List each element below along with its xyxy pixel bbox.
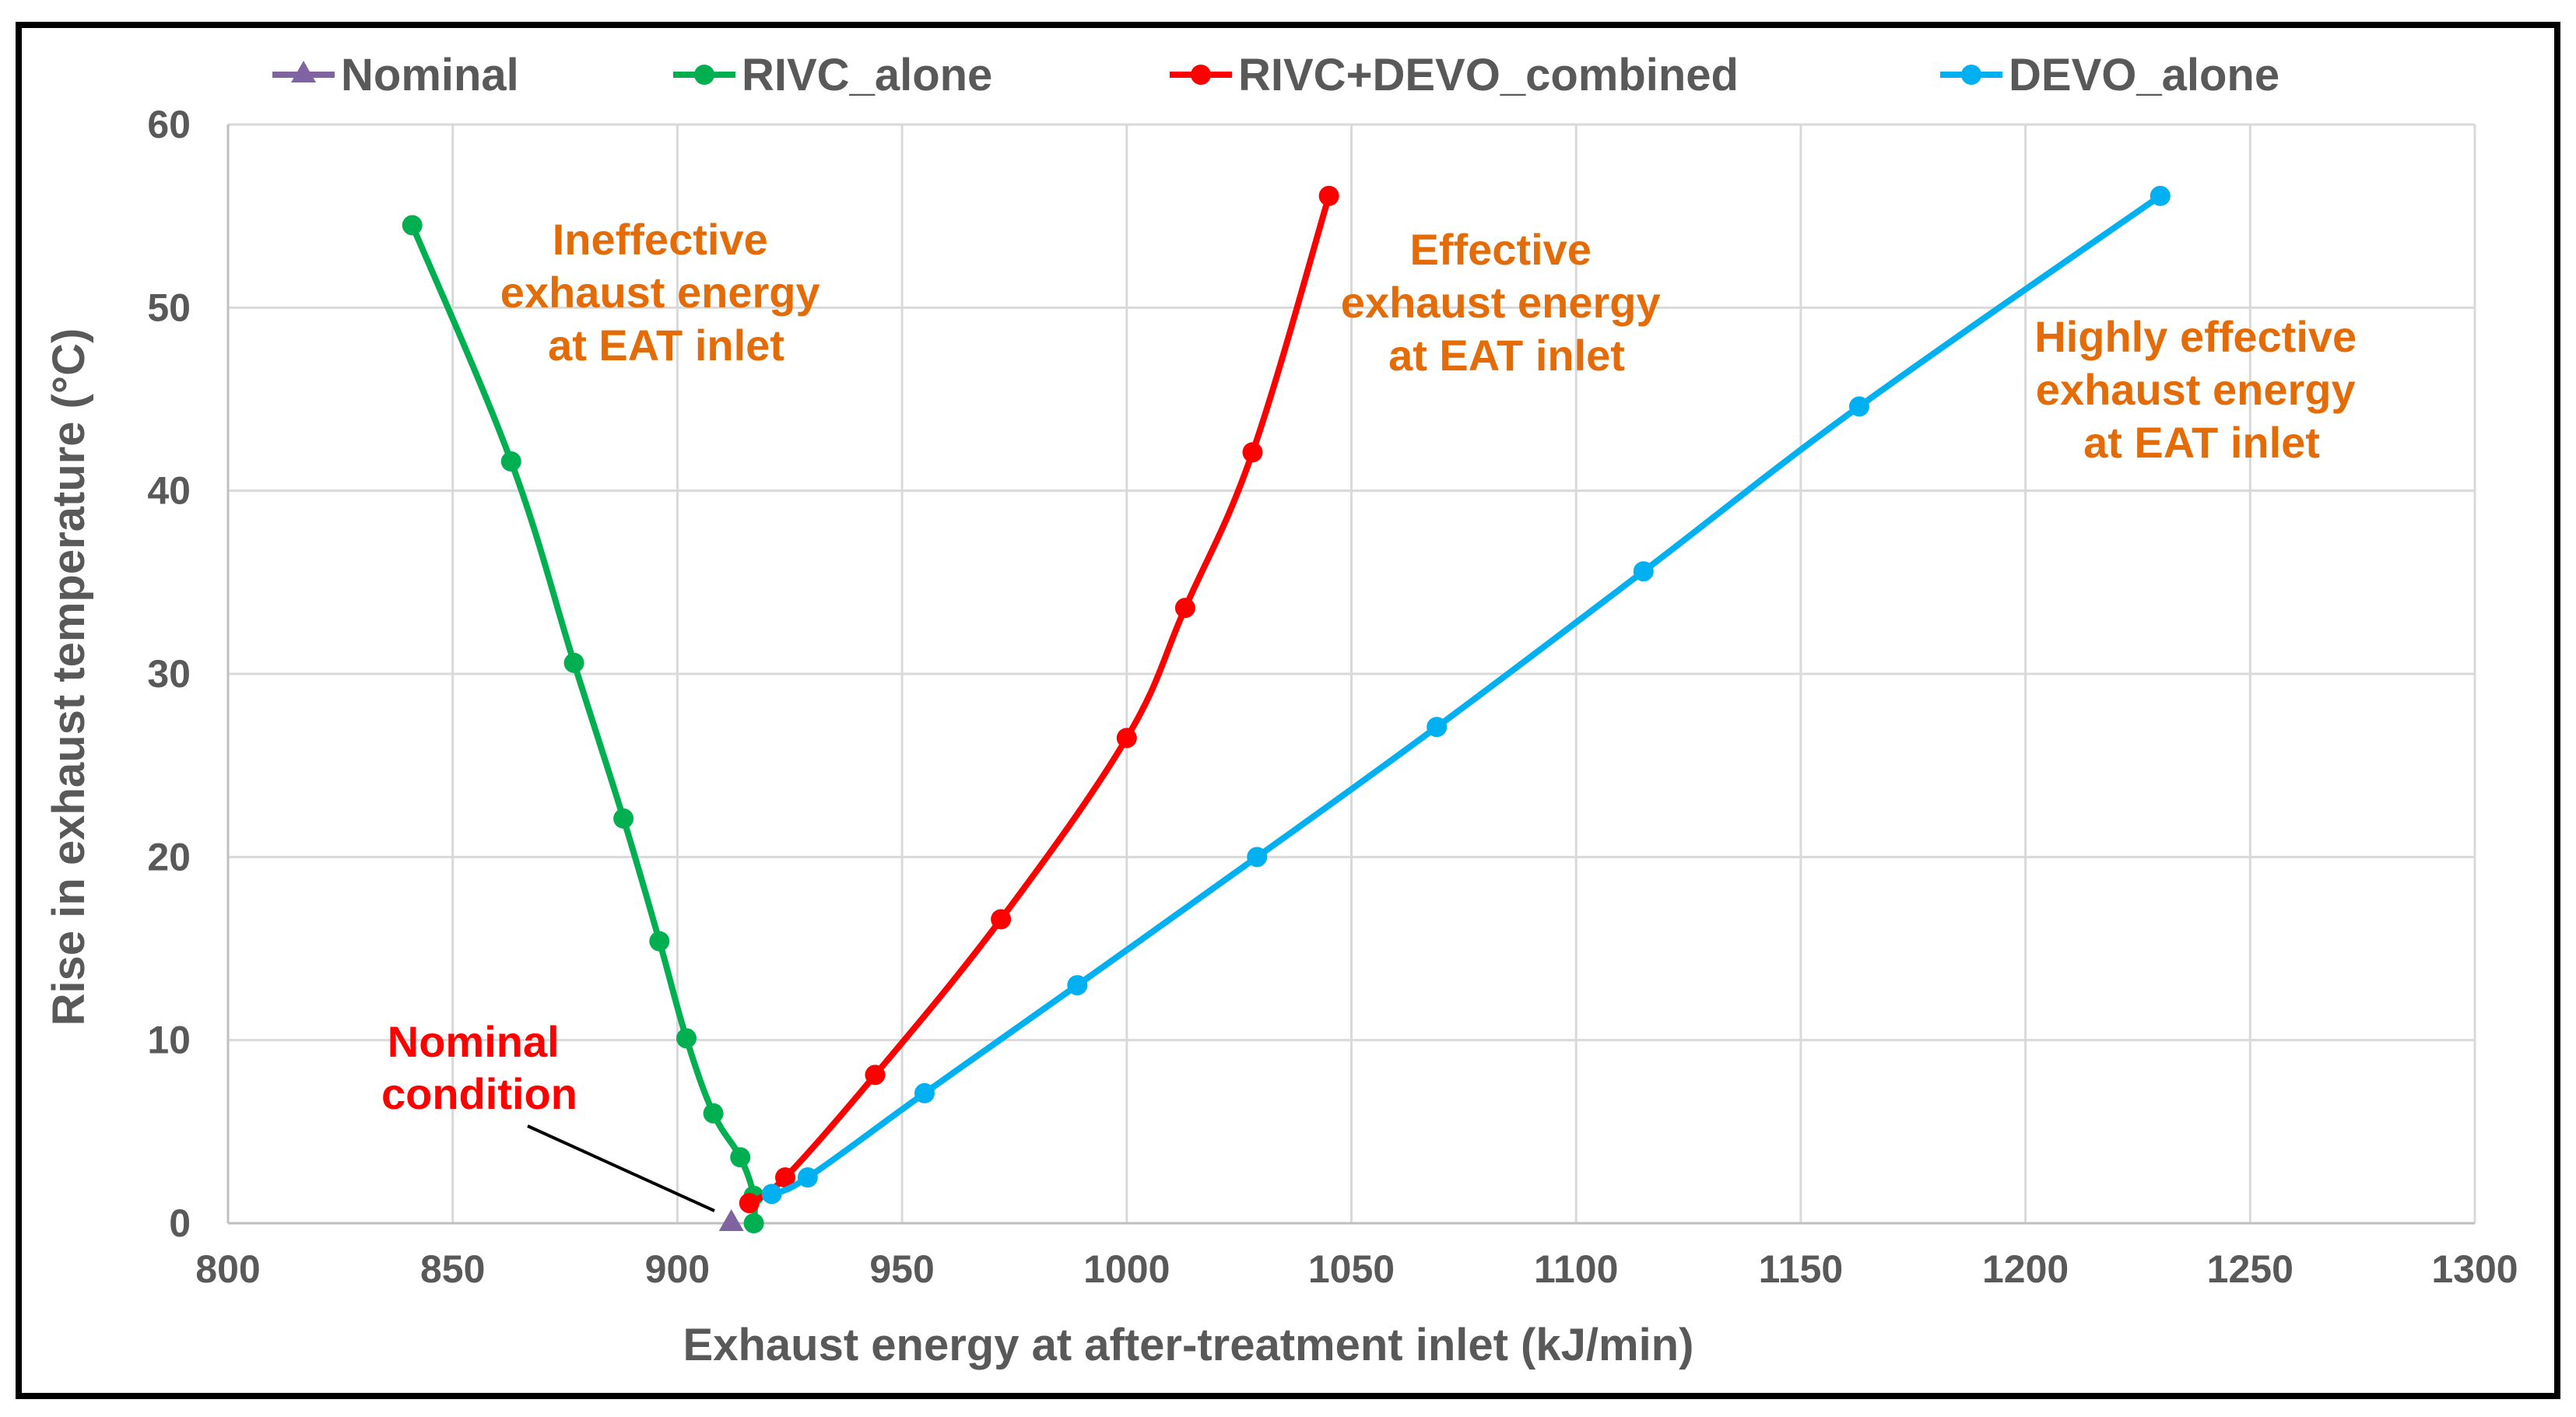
legend: Nominal RIVC_alone RIVC+DEVO_combined DEVO_… xyxy=(272,50,2279,100)
y-tick-label: 10 xyxy=(147,1019,191,1062)
point-rivc-devo-combined xyxy=(1116,728,1137,749)
x-tick-label: 1200 xyxy=(1982,1247,2069,1291)
series-layer xyxy=(402,185,2171,1233)
annotation-ineffective-line-1: Ineffective xyxy=(553,215,768,264)
point-rivc-devo-combined xyxy=(774,1167,795,1188)
point-rivc-alone xyxy=(649,931,670,952)
annotation-effective: Effective exhaust energy at EAT inlet xyxy=(1341,225,1672,380)
annotation-effective-line-3: at EAT inlet xyxy=(1388,331,1625,380)
annotation-highly-line-1: Highly effective xyxy=(2034,312,2357,361)
annotation-effective-line-2: exhaust energy xyxy=(1341,278,1661,327)
x-tick-label: 900 xyxy=(645,1247,710,1291)
legend-marker-devo-alone xyxy=(1961,65,1981,85)
x-tick-label: 1050 xyxy=(1308,1247,1395,1291)
point-rivc-alone xyxy=(563,652,584,673)
point-devo-alone xyxy=(2150,185,2171,206)
point-rivc-devo-combined xyxy=(1174,598,1195,619)
x-tick-label: 800 xyxy=(195,1247,260,1291)
legend-marker-rivc-devo-combined xyxy=(1191,65,1211,85)
x-tick-label: 1100 xyxy=(1534,1247,1618,1291)
point-devo-alone xyxy=(797,1167,818,1188)
annotation-highly-line-2: exhaust energy xyxy=(2036,365,2356,414)
y-tick-label: 50 xyxy=(147,286,191,329)
y-tick-label: 20 xyxy=(147,835,191,879)
point-rivc-devo-combined xyxy=(1318,185,1339,206)
point-rivc-devo-combined xyxy=(865,1065,886,1086)
point-rivc-alone xyxy=(613,808,634,829)
axes: 800 850 900 950 1000 1050 1100 1150 1200 1250 1300… xyxy=(147,103,2518,1291)
point-devo-alone xyxy=(914,1082,935,1103)
annotation-ineffective-line-3: at EAT inlet xyxy=(548,321,784,370)
y-tick-label: 0 xyxy=(169,1201,191,1245)
point-rivc-devo-combined xyxy=(739,1193,760,1214)
x-tick-label: 850 xyxy=(420,1247,485,1291)
x-axis-title: Exhaust energy at after-treatment inlet … xyxy=(683,1320,1694,1370)
point-rivc-alone xyxy=(730,1147,751,1168)
y-axis-title: Rise in exhaust temperature (°C) xyxy=(44,328,94,1026)
annotation-ineffective-line-2: exhaust energy xyxy=(500,268,820,317)
point-rivc-alone xyxy=(743,1213,764,1233)
x-tick-label: 1250 xyxy=(2207,1247,2293,1291)
chart-frame xyxy=(16,22,2560,1399)
point-devo-alone xyxy=(761,1184,782,1205)
y-tick-label: 30 xyxy=(147,652,191,696)
legend-label-devo-alone: DEVO_alone xyxy=(2009,50,2279,100)
point-nominal xyxy=(718,1209,744,1231)
annotation-highly-effective: Highly effective exhaust energy at EAT i… xyxy=(2034,312,2368,467)
point-rivc-devo-combined xyxy=(1242,442,1263,463)
point-devo-alone xyxy=(1067,975,1088,996)
annotation-highly-line-3: at EAT inlet xyxy=(2083,418,2320,467)
annotation-nominal-line-2: condition xyxy=(381,1069,577,1118)
point-rivc-alone xyxy=(676,1028,697,1049)
annotation-nominal-condition: Nominal condition xyxy=(381,1017,577,1118)
legend-marker-rivc-alone xyxy=(694,65,714,85)
point-rivc-alone xyxy=(500,451,521,472)
nominal-callout-line xyxy=(527,1124,715,1212)
legend-marker-nominal xyxy=(291,61,316,82)
point-devo-alone xyxy=(1848,396,1869,417)
legend-label-nominal: Nominal xyxy=(341,50,519,100)
annotation-effective-line-1: Effective xyxy=(1410,225,1592,274)
x-tick-label: 1300 xyxy=(2431,1247,2518,1291)
point-rivc-devo-combined xyxy=(991,909,1012,930)
point-devo-alone xyxy=(1633,561,1654,582)
y-tick-label: 60 xyxy=(147,103,191,146)
point-rivc-alone xyxy=(402,215,423,236)
x-tick-label: 1000 xyxy=(1083,1247,1170,1291)
annotation-nominal-line-1: Nominal xyxy=(388,1017,560,1066)
point-rivc-alone xyxy=(703,1103,724,1124)
point-devo-alone xyxy=(1427,717,1448,738)
x-tick-label: 950 xyxy=(869,1247,934,1291)
y-tick-label: 40 xyxy=(147,469,191,513)
x-tick-label: 1150 xyxy=(1759,1247,1843,1291)
series-line-rivc-devo-combined xyxy=(746,192,1332,1207)
legend-label-rivc-devo-combined: RIVC+DEVO_combined xyxy=(1238,50,1739,100)
annotation-ineffective: Ineffective exhaust energy at EAT inlet xyxy=(500,215,832,370)
point-devo-alone xyxy=(1247,847,1268,868)
legend-label-rivc-alone: RIVC_alone xyxy=(742,50,992,100)
